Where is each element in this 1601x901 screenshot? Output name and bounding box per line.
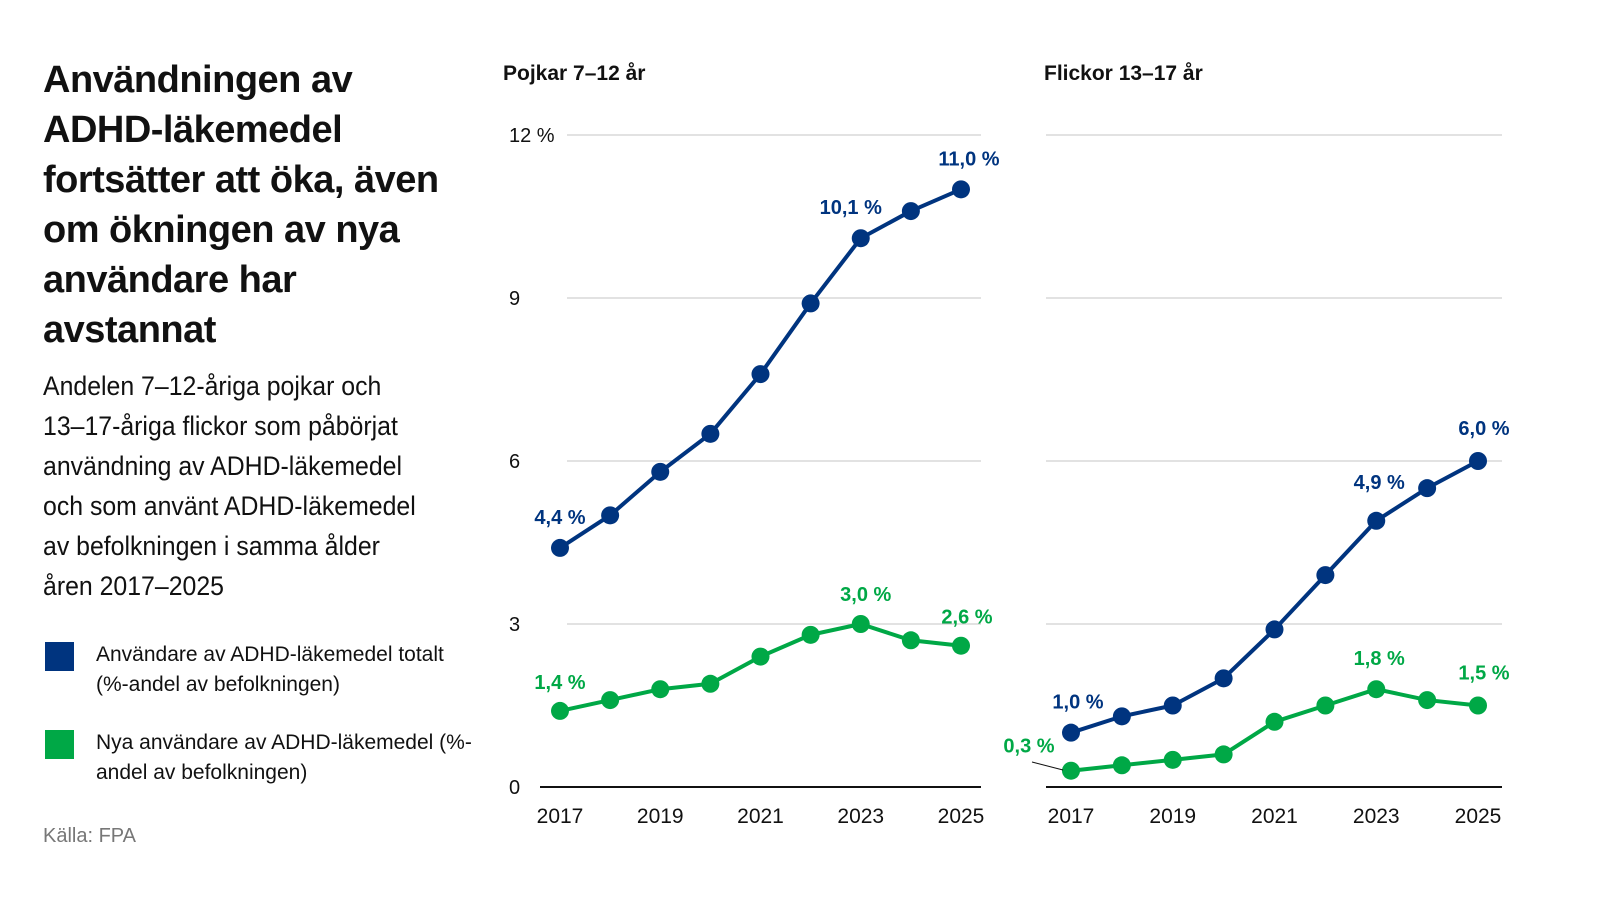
x-tick-label: 2021	[737, 805, 784, 828]
legend-item-new: Nya användare av ADHD-läkemedel (%-andel…	[45, 728, 476, 788]
data-label: 4,9 %	[1354, 472, 1405, 494]
data-point	[1265, 712, 1284, 731]
data-point	[901, 202, 920, 221]
y-tick-label: 6	[509, 451, 520, 473]
data-point	[551, 538, 569, 557]
data-point	[651, 680, 670, 699]
data-point	[801, 294, 820, 313]
data-point	[1316, 696, 1335, 715]
source-note: Källa: FPA	[43, 825, 136, 847]
data-label: 6,0 %	[1458, 418, 1509, 440]
data-point	[651, 462, 670, 481]
data-label: 3,0 %	[840, 584, 891, 606]
y-tick-label: 9	[509, 288, 520, 310]
data-point	[1418, 479, 1437, 498]
data-label: 1,0 %	[1052, 692, 1103, 714]
legend-label-new: Nya användare av ADHD-läkemedel (%-andel…	[96, 731, 472, 784]
series-line	[559, 622, 962, 713]
data-point	[1214, 745, 1233, 764]
x-tick-label: 2019	[1149, 805, 1196, 828]
data-label: 1,5 %	[1458, 663, 1509, 685]
data-point	[1163, 696, 1182, 715]
data-label: 1,8 %	[1354, 648, 1405, 670]
data-point	[1062, 723, 1080, 742]
data-point	[751, 647, 770, 666]
data-point	[801, 625, 820, 644]
data-point	[851, 615, 870, 633]
data-point	[601, 691, 620, 710]
chart-title: Användningen av ADHD-läkemedel fortsätte…	[43, 59, 439, 351]
legend-swatch-total	[45, 642, 74, 671]
y-tick-label: 12 %	[509, 125, 555, 147]
data-point	[1112, 707, 1131, 726]
data-point	[851, 229, 870, 248]
data-label: 11,0 %	[938, 148, 999, 170]
label-leader-line	[1031, 761, 1064, 771]
series-line	[1070, 459, 1479, 735]
x-tick-label: 2025	[1455, 805, 1502, 828]
y-tick-label: 0	[509, 777, 520, 799]
data-point	[1112, 756, 1131, 775]
data-label: 10,1 %	[820, 197, 882, 219]
data-point	[1418, 691, 1437, 710]
x-tick-label: 2017	[1048, 805, 1095, 828]
x-tick-label: 2017	[537, 805, 584, 828]
data-point	[701, 674, 720, 693]
data-label: 0,3 %	[1003, 736, 1054, 758]
data-label: 4,4 %	[534, 507, 585, 529]
data-point	[1367, 511, 1386, 530]
x-tick-label: 2023	[837, 805, 884, 828]
data-point	[1316, 566, 1335, 585]
legend-swatch-new	[45, 730, 74, 759]
x-tick-label: 2019	[637, 805, 684, 828]
data-point	[1163, 750, 1182, 769]
data-point	[751, 365, 770, 384]
chart-panel-0: 0 3 6 9 12 % 2017 2019 2021 2023 2025 4,4 % 10,1 % 1…	[509, 125, 1000, 828]
data-point	[1367, 680, 1386, 699]
data-point	[1469, 696, 1487, 715]
panel-title-girls: Flickor 13–17 år	[1044, 62, 1203, 85]
y-tick-label: 3	[509, 614, 520, 636]
data-point	[1214, 669, 1233, 688]
data-point	[1469, 452, 1487, 470]
legend-label-total: Användare av ADHD-läkemedel totalt (%-an…	[96, 643, 444, 696]
data-label: 2,6 %	[941, 607, 992, 629]
data-point	[551, 701, 569, 720]
chart-panel-1: 2017 2019 2021 2023 2025 1,0 % 4,9 % 6,0 % 0,3 %…	[1003, 134, 1510, 828]
x-tick-label: 2025	[938, 805, 985, 828]
panel-title-boys: Pojkar 7–12 år	[503, 62, 646, 85]
x-tick-label: 2021	[1251, 805, 1298, 828]
data-point	[1265, 620, 1284, 639]
data-label: 1,4 %	[534, 672, 585, 694]
data-point	[1062, 761, 1080, 780]
data-point	[952, 636, 970, 655]
data-point	[952, 180, 970, 199]
data-point	[901, 631, 920, 650]
legend-item-total: Användare av ADHD-läkemedel totalt (%-an…	[45, 640, 476, 700]
data-point	[601, 506, 620, 525]
data-point	[701, 424, 720, 443]
chart-subtitle: Andelen 7–12-åriga pojkar och 13–17-årig…	[43, 371, 416, 601]
x-tick-label: 2023	[1353, 805, 1400, 828]
